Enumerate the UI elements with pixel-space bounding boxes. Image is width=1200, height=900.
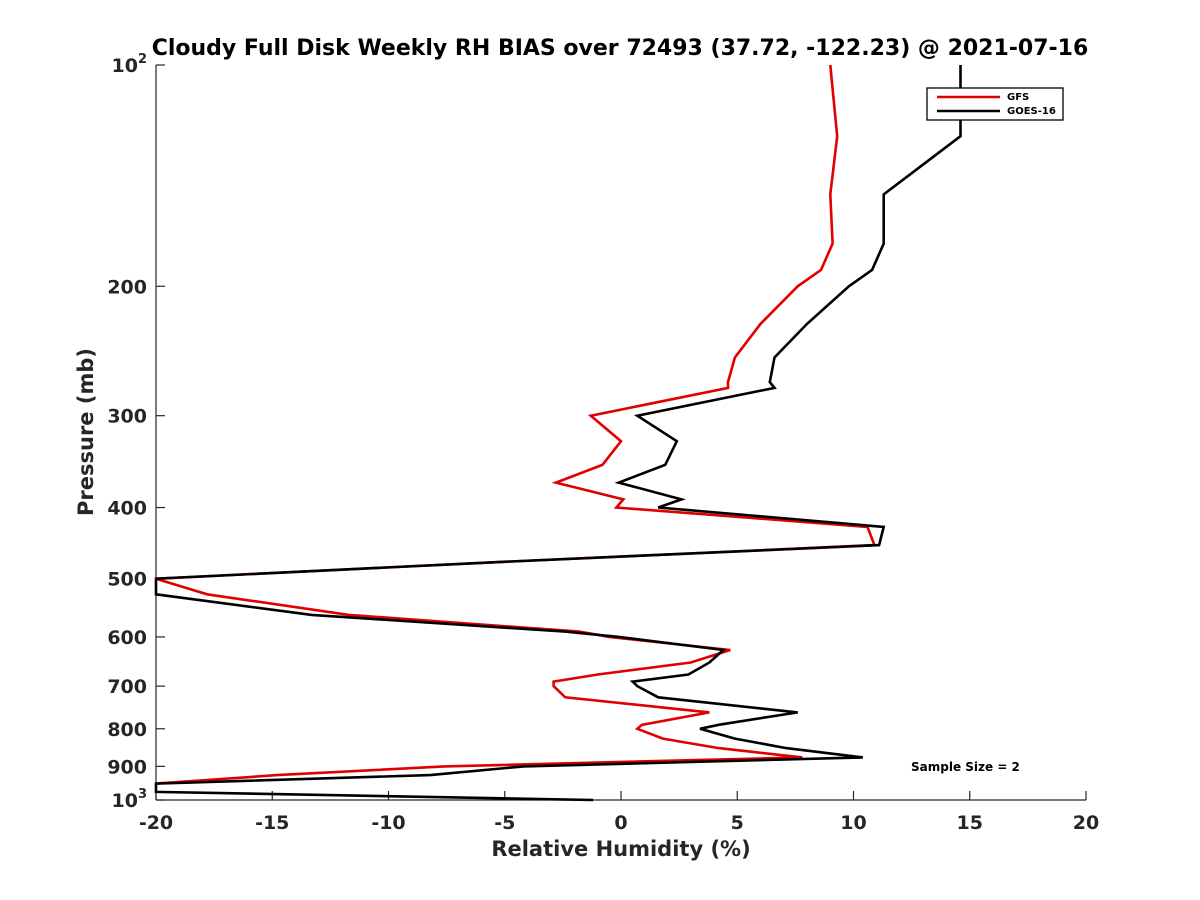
sample-size-annotation: Sample Size = 2 xyxy=(911,760,1020,774)
y-tick-label: 103 xyxy=(112,787,148,812)
series-line-gfs xyxy=(155,64,877,785)
x-tick-label: -10 xyxy=(371,812,405,834)
x-tick-label: 15 xyxy=(957,812,983,834)
y-tick-label: 102 xyxy=(112,52,148,77)
y-axis-label: Pressure (mb) xyxy=(74,348,98,516)
x-tick-label: 0 xyxy=(614,812,627,834)
chart-title: Cloudy Full Disk Weekly RH BIAS over 724… xyxy=(152,36,1089,61)
y-tick-label: 600 xyxy=(107,627,147,649)
y-tick-label: 300 xyxy=(107,406,147,428)
y-tick-label: 500 xyxy=(107,569,147,591)
series-lines xyxy=(154,64,962,802)
legend: GFS GOES-16 xyxy=(926,87,1064,121)
y-tick-label: 400 xyxy=(107,498,147,520)
plot-area: -20 -15 -10 -5 0 5 10 15 20 102 200 300 400 500 600 70… xyxy=(107,52,1099,834)
x-ticks: -20 -15 -10 -5 0 5 10 15 20 xyxy=(139,791,1099,834)
x-tick-label: -15 xyxy=(255,812,289,834)
x-tick-label: 10 xyxy=(840,812,866,834)
y-tick-label: 200 xyxy=(107,276,147,298)
series-line-goes16 xyxy=(154,65,962,802)
x-tick-label: -20 xyxy=(139,812,173,834)
x-axis-label: Relative Humidity (%) xyxy=(491,837,750,861)
legend-box xyxy=(926,87,1064,121)
legend-label-goes16: GOES-16 xyxy=(1007,106,1056,117)
legend-label-gfs: GFS xyxy=(1007,92,1029,103)
y-tick-label: 700 xyxy=(107,676,147,698)
y-tick-label: 900 xyxy=(107,756,147,778)
x-tick-label: -5 xyxy=(494,812,515,834)
x-tick-label: 5 xyxy=(731,812,744,834)
x-tick-label: 20 xyxy=(1073,812,1099,834)
y-tick-label: 800 xyxy=(107,719,147,741)
